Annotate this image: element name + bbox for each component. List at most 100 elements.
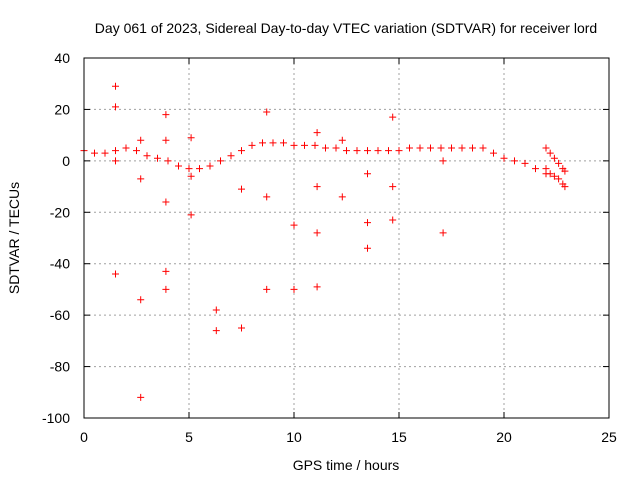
data-point	[238, 147, 245, 155]
data-point	[458, 144, 466, 152]
data-point	[227, 152, 235, 160]
x-tick-label: 10	[286, 429, 302, 445]
data-point	[427, 144, 434, 152]
data-point	[313, 129, 321, 137]
data-point	[301, 141, 308, 149]
data-point	[187, 134, 195, 142]
data-point	[389, 113, 397, 121]
data-point	[364, 147, 371, 155]
data-point	[490, 149, 497, 157]
data-point	[389, 216, 397, 224]
data-point	[511, 157, 518, 165]
data-point	[162, 267, 170, 275]
data-point	[550, 172, 558, 180]
data-point	[542, 144, 550, 152]
y-tick-label: -20	[50, 204, 70, 220]
data-point	[162, 198, 170, 206]
data-point	[500, 154, 508, 162]
data-point	[206, 162, 214, 170]
y-tick-label: -40	[50, 256, 70, 272]
data-point	[162, 136, 170, 144]
data-point	[112, 270, 119, 278]
data-point	[313, 283, 321, 291]
data-point	[546, 149, 554, 157]
data-point	[338, 136, 346, 144]
data-point	[395, 147, 403, 155]
x-tick-label: 15	[391, 429, 407, 445]
data-point	[112, 103, 119, 111]
data-point	[162, 285, 170, 293]
plot-frame	[83, 57, 610, 419]
y-tick-label: 0	[62, 153, 70, 169]
x-axis-label: GPS time / hours	[293, 457, 400, 473]
data-point	[406, 144, 413, 152]
y-axis-label: SDTVAR / TECUs	[6, 182, 22, 294]
data-point	[389, 183, 397, 191]
data-point	[338, 193, 346, 201]
data-point	[154, 154, 161, 162]
data-point	[187, 172, 195, 180]
y-tick-label: -100	[42, 410, 70, 426]
data-point	[290, 285, 298, 293]
data-point	[479, 144, 487, 152]
data-point	[269, 139, 277, 147]
data-point	[532, 165, 539, 173]
chart-title: Day 061 of 2023, Sidereal Day-to-day VTE…	[95, 20, 597, 36]
data-point	[212, 306, 220, 314]
data-point	[448, 144, 455, 152]
axis-ticks	[83, 57, 610, 419]
y-tick-label: -60	[50, 307, 70, 323]
data-point	[343, 147, 350, 155]
data-point	[187, 211, 195, 219]
data-point	[164, 157, 172, 165]
data-point	[364, 170, 371, 178]
data-point	[542, 165, 550, 173]
data-point	[238, 324, 245, 332]
data-point	[437, 144, 445, 152]
data-point	[416, 144, 424, 152]
data-point	[290, 141, 298, 149]
grid	[84, 58, 609, 418]
data-point	[185, 165, 193, 173]
data-point	[122, 144, 130, 152]
data-point	[555, 159, 563, 167]
data-point	[550, 154, 558, 162]
data-point	[217, 157, 224, 165]
data-point	[332, 144, 340, 152]
data-point	[263, 108, 271, 116]
data-point	[133, 147, 140, 155]
data-point	[137, 393, 145, 401]
data-point	[385, 147, 392, 155]
data-point	[521, 159, 529, 167]
data-point	[561, 167, 569, 175]
data-point	[469, 144, 476, 152]
data-point	[364, 244, 371, 252]
x-tick-label: 5	[185, 429, 193, 445]
data-point	[112, 157, 119, 165]
x-tick-label: 0	[80, 429, 88, 445]
x-tick-label: 25	[601, 429, 617, 445]
data-point	[196, 165, 203, 173]
data-point	[439, 229, 447, 237]
data-point	[91, 149, 98, 157]
data-point	[175, 162, 182, 170]
data-point	[555, 175, 563, 183]
y-tick-label: -80	[50, 359, 70, 375]
x-tick-label: 20	[496, 429, 512, 445]
data-point	[290, 221, 298, 229]
data-point	[561, 183, 569, 191]
data-point	[364, 219, 371, 227]
data-point	[112, 147, 119, 155]
data-point	[280, 139, 287, 147]
data-points	[80, 82, 569, 401]
data-point	[353, 147, 361, 155]
data-point	[313, 183, 321, 191]
x-tick-labels: 0 5 10 15 20 25	[80, 429, 617, 445]
data-point	[248, 141, 256, 149]
data-point	[263, 193, 271, 201]
data-point	[212, 327, 220, 335]
data-point	[259, 139, 266, 147]
data-point	[439, 157, 447, 165]
